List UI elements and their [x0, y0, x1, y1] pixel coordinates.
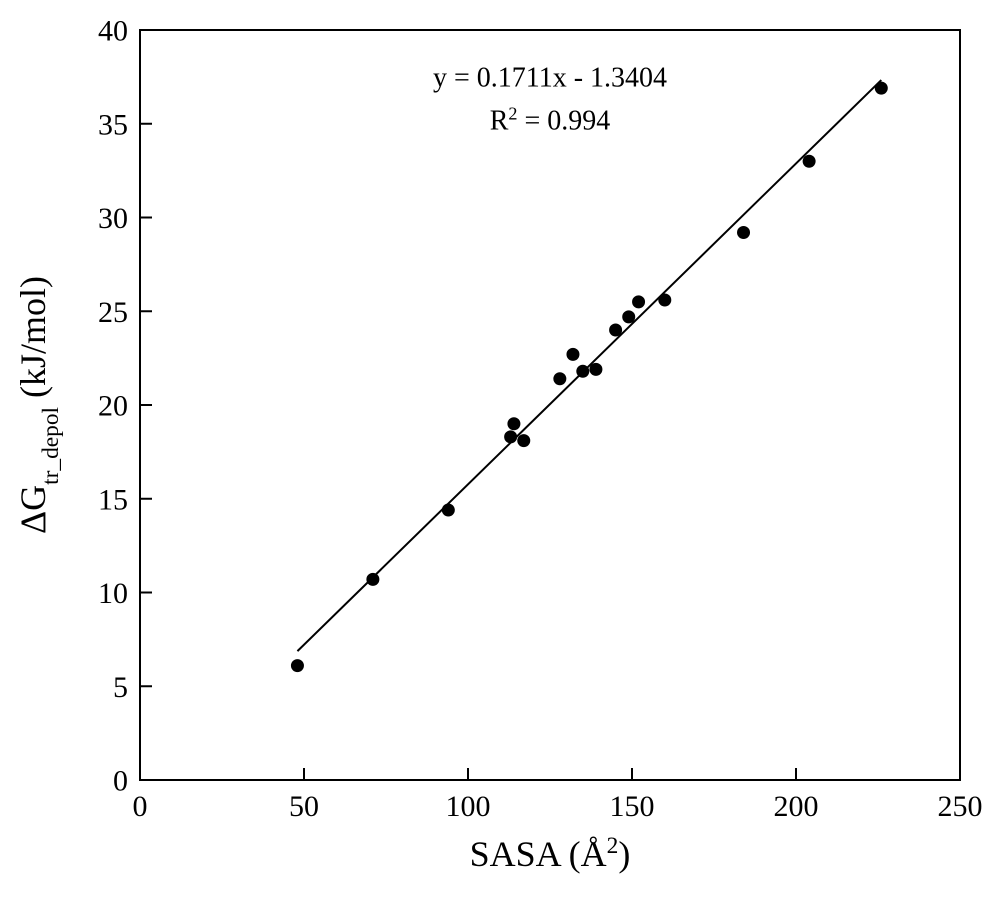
y-axis-label: ΔGtr_depol (kJ/mol) [13, 276, 64, 534]
data-point [577, 365, 589, 377]
data-point [875, 82, 887, 94]
x-axis-label: SASA (Å2) [470, 833, 631, 874]
data-point [505, 431, 517, 443]
y-tick-label: 5 [113, 671, 128, 704]
r-squared-annotation: R2 = 0.994 [490, 103, 611, 136]
data-point [659, 294, 671, 306]
y-tick-label: 10 [98, 577, 128, 610]
data-point [623, 311, 635, 323]
data-point [508, 418, 520, 430]
y-tick-label: 35 [98, 108, 128, 141]
data-point [610, 324, 622, 336]
regression-line [297, 80, 881, 651]
y-tick-label: 30 [98, 202, 128, 235]
x-tick-label: 50 [289, 790, 319, 823]
y-tick-label: 15 [98, 483, 128, 516]
data-point [738, 227, 750, 239]
data-point [554, 373, 566, 385]
data-point [442, 504, 454, 516]
data-point [803, 155, 815, 167]
data-point [291, 660, 303, 672]
x-tick-label: 0 [133, 790, 148, 823]
x-tick-label: 100 [446, 790, 491, 823]
y-tick-label: 20 [98, 390, 128, 423]
x-tick-label: 200 [774, 790, 819, 823]
y-tick-label: 40 [98, 15, 128, 48]
data-point [633, 296, 645, 308]
equation-annotation: y = 0.1711x - 1.3404 [433, 62, 667, 93]
chart-svg: 0 50 100 150 200 250 0 5 10 15 20 25 30 35 40 SASA (Å2)… [0, 0, 1000, 913]
x-tick-label: 150 [610, 790, 655, 823]
data-point [367, 573, 379, 585]
scatter-chart: 0 50 100 150 200 250 0 5 10 15 20 25 30 35 40 SASA (Å2)… [0, 0, 1000, 913]
y-tick-label: 0 [113, 765, 128, 798]
data-point [518, 435, 530, 447]
y-tick-label: 25 [98, 296, 128, 329]
x-tick-label: 250 [938, 790, 983, 823]
data-point [590, 363, 602, 375]
data-point [567, 348, 579, 360]
